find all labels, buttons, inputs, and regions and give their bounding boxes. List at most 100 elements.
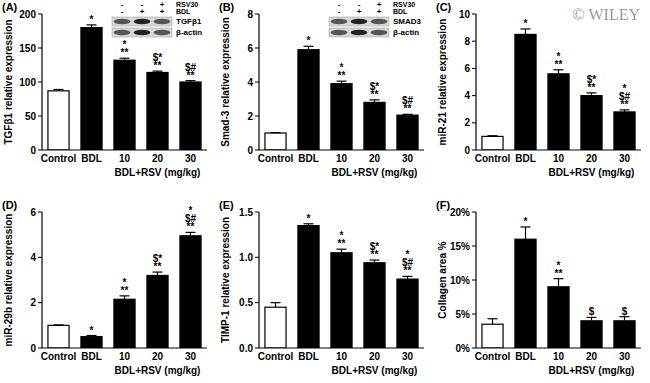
- blot-band: [331, 30, 348, 36]
- bar: [397, 279, 418, 348]
- x-axis-label: BDL+RSV (mg/kg): [332, 365, 418, 376]
- bar: [614, 112, 635, 150]
- y-axis: [475, 212, 476, 348]
- x-tick-label: BDL: [298, 153, 319, 164]
- significance: **: [588, 82, 596, 93]
- bar: [548, 74, 569, 150]
- bar: [298, 226, 319, 348]
- error-cap: [271, 132, 281, 133]
- x-tick-label: Control: [41, 351, 77, 362]
- error-cap: [488, 135, 498, 136]
- bar: [147, 275, 168, 348]
- panel: (F)Collagen area %0%5%10%15%20%ControlBD…: [436, 199, 641, 376]
- y-tick-label: 0: [247, 145, 253, 156]
- x-tick-label: Control: [258, 153, 294, 164]
- x-tick-label: 10: [119, 153, 131, 164]
- panel: (C)miR-21 relative expression0246810Cont…: [436, 1, 641, 178]
- blot-band: [154, 30, 171, 36]
- significance: **: [338, 70, 346, 81]
- panel-label: (C): [436, 1, 452, 13]
- error-bar: [186, 232, 196, 235]
- bar: [482, 324, 503, 348]
- y-axis-label: Collagen area %: [437, 241, 448, 318]
- significance: **: [371, 249, 379, 260]
- significance: *: [524, 18, 528, 29]
- x-tick-label: BDL: [515, 153, 536, 164]
- panel-label: (E): [219, 199, 234, 211]
- y-tick-label: 6: [464, 63, 470, 74]
- x-tick-label: 30: [185, 153, 197, 164]
- bar: [180, 236, 201, 348]
- error-bar: [153, 272, 163, 275]
- x-tick-label: BDL: [81, 153, 102, 164]
- blot-band-label: SMAD3: [393, 17, 422, 26]
- x-tick-label: Control: [475, 153, 511, 164]
- bar: [581, 321, 602, 348]
- figure: (A)TGFβ1 relative expression050100150200…: [0, 0, 650, 383]
- blot-sign: +: [160, 7, 165, 16]
- error-bar: [337, 81, 347, 84]
- x-axis: [476, 149, 641, 150]
- error-bar: [403, 276, 413, 279]
- y-tick-label: 1.5: [239, 207, 253, 218]
- significance: **: [371, 89, 379, 100]
- panel: (D)miR-29b relative expression0246Contro…: [2, 199, 207, 376]
- error-line: [525, 29, 526, 34]
- blot-strip: [329, 17, 389, 26]
- x-tick-label: Control: [41, 153, 77, 164]
- y-tick-label: 0: [30, 343, 36, 354]
- x-axis: [476, 347, 641, 348]
- y-tick-label: 2: [30, 297, 36, 308]
- error-bar: [186, 81, 196, 82]
- error-bar: [488, 135, 498, 137]
- blot-row-label: BDL: [176, 8, 191, 15]
- bar: [331, 84, 352, 150]
- bar: [48, 91, 69, 150]
- error-bar: [54, 89, 64, 90]
- blot-band-label: β-actin: [393, 28, 419, 37]
- significance: **: [154, 60, 162, 71]
- x-axis-label: BDL+RSV (mg/kg): [115, 365, 201, 376]
- y-tick-label: 6: [30, 207, 36, 218]
- y-tick-label: 200: [19, 9, 36, 20]
- blot-strip: [112, 28, 172, 37]
- bar: [81, 337, 102, 348]
- x-axis: [259, 149, 424, 150]
- blot-inset: --+RSV30-++BDLSMAD3β-actin: [329, 0, 422, 37]
- significance: **: [404, 103, 412, 114]
- blot-sign: -: [338, 7, 341, 16]
- error-line: [275, 303, 276, 308]
- panel: (B)Smad-3 relative expression02468Contro…: [219, 0, 424, 178]
- error-cap: [54, 89, 64, 90]
- blot-row-label: RSV30: [393, 1, 415, 8]
- y-tick-label: 15%: [450, 241, 470, 252]
- error-bar: [54, 324, 64, 325]
- blot-sign: +: [140, 7, 145, 16]
- watermark: © WILEY: [573, 6, 641, 23]
- error-bar: [337, 249, 347, 253]
- blot-row-label: BDL: [393, 8, 408, 15]
- error-bar: [120, 58, 130, 60]
- x-axis: [42, 149, 207, 150]
- x-tick-label: 10: [336, 153, 348, 164]
- x-tick-label: 30: [402, 351, 414, 362]
- y-tick-label: 150: [19, 43, 36, 54]
- bar: [515, 34, 536, 150]
- significance: *: [524, 216, 528, 227]
- bars: [48, 232, 201, 348]
- y-tick-label: 4: [30, 252, 36, 263]
- bar: [265, 133, 286, 150]
- x-tick-label: BDL: [298, 351, 319, 362]
- y-axis-label: Smad-3 relative expression: [220, 17, 231, 147]
- error-bar: [271, 132, 281, 133]
- error-bar: [521, 227, 531, 239]
- blot-band: [134, 30, 151, 36]
- significance: **: [187, 221, 195, 232]
- blot-row-label: RSV30: [176, 1, 198, 8]
- blot-strip: [112, 17, 172, 26]
- x-tick-label: 30: [402, 153, 414, 164]
- blot-band: [134, 19, 151, 25]
- x-tick-label: 30: [185, 351, 197, 362]
- y-axis-label: TGFβ1 relative expression: [3, 19, 14, 144]
- x-tick-label: Control: [475, 351, 511, 362]
